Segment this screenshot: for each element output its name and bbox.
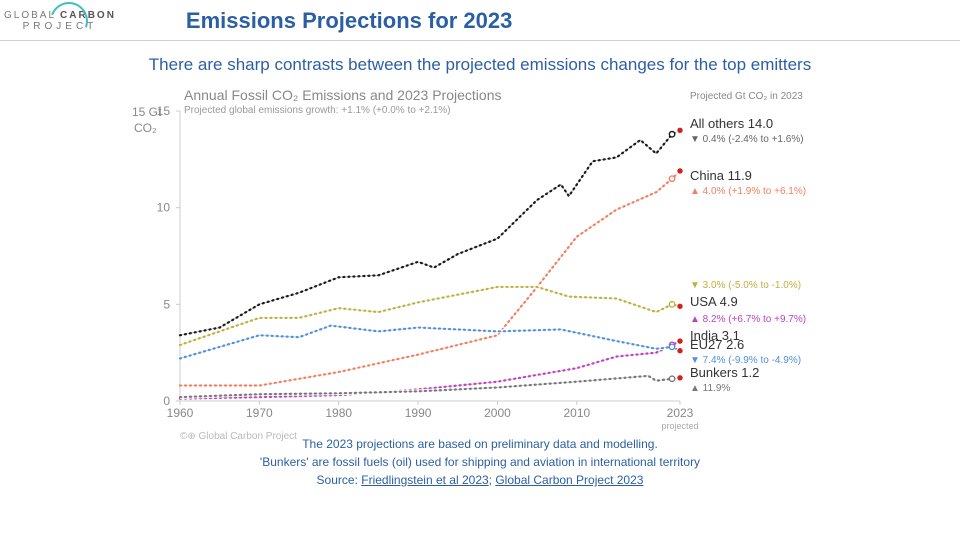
legend-bunkers: Bunkers 1.2▲ 11.9%: [690, 364, 759, 395]
footer-line-2: 'Bunkers' are fossil fuels (oil) used fo…: [0, 453, 960, 471]
logo: GLOBAL CARBON PROJECT: [4, 10, 116, 32]
page-title: Emissions Projections for 2023: [186, 8, 512, 34]
source-link-2[interactable]: Global Carbon Project 2023: [495, 473, 643, 487]
svg-text:2000: 2000: [484, 406, 511, 420]
svg-text:1980: 1980: [325, 406, 352, 420]
legend-usa: ▼ 3.0% (-5.0% to -1.0%)USA 4.9: [690, 279, 801, 310]
svg-text:1990: 1990: [405, 406, 432, 420]
header: GLOBAL CARBON PROJECT Emissions Projecti…: [0, 0, 960, 41]
logo-word-1: GLOBAL: [4, 10, 56, 21]
svg-text:1970: 1970: [246, 406, 273, 420]
logo-ring-icon: [44, 0, 94, 46]
legend-china: China 11.9▲ 4.0% (+1.9% to +6.1%): [690, 167, 806, 198]
legend-eu27: EU27 2.6▼ 7.4% (-9.9% to -4.9%): [690, 336, 801, 367]
y-axis-label-1: 15 Gt: [132, 105, 161, 119]
y-axis-label-2: CO₂: [134, 121, 157, 135]
svg-text:10: 10: [157, 201, 171, 215]
legend-header: Projected Gt CO₂ in 2023: [690, 91, 803, 102]
chart-title: Annual Fossil CO₂ Emissions and 2023 Pro…: [184, 87, 501, 103]
svg-text:2010: 2010: [563, 406, 590, 420]
chart-area: 0510151960197019801990200020102023projec…: [100, 81, 860, 431]
svg-text:projected: projected: [661, 421, 698, 431]
chart-subtitle: Projected global emissions growth: +1.1%…: [184, 105, 451, 116]
chart-attribution: ©⊕ Global Carbon Project: [180, 431, 297, 442]
svg-text:2023: 2023: [667, 406, 694, 420]
svg-text:1960: 1960: [167, 406, 194, 420]
legend-all_others: All others 14.0▼ 0.4% (-2.4% to +1.6%): [690, 115, 804, 146]
source-link-1[interactable]: Friedlingstein et al 2023: [361, 473, 488, 487]
subtitle: There are sharp contrasts between the pr…: [0, 55, 960, 75]
svg-text:5: 5: [163, 297, 170, 311]
footer: The 2023 projections are based on prelim…: [0, 435, 960, 489]
footer-line-1: The 2023 projections are based on prelim…: [0, 435, 960, 453]
footer-source: Source: Friedlingstein et al 2023; Globa…: [0, 471, 960, 489]
